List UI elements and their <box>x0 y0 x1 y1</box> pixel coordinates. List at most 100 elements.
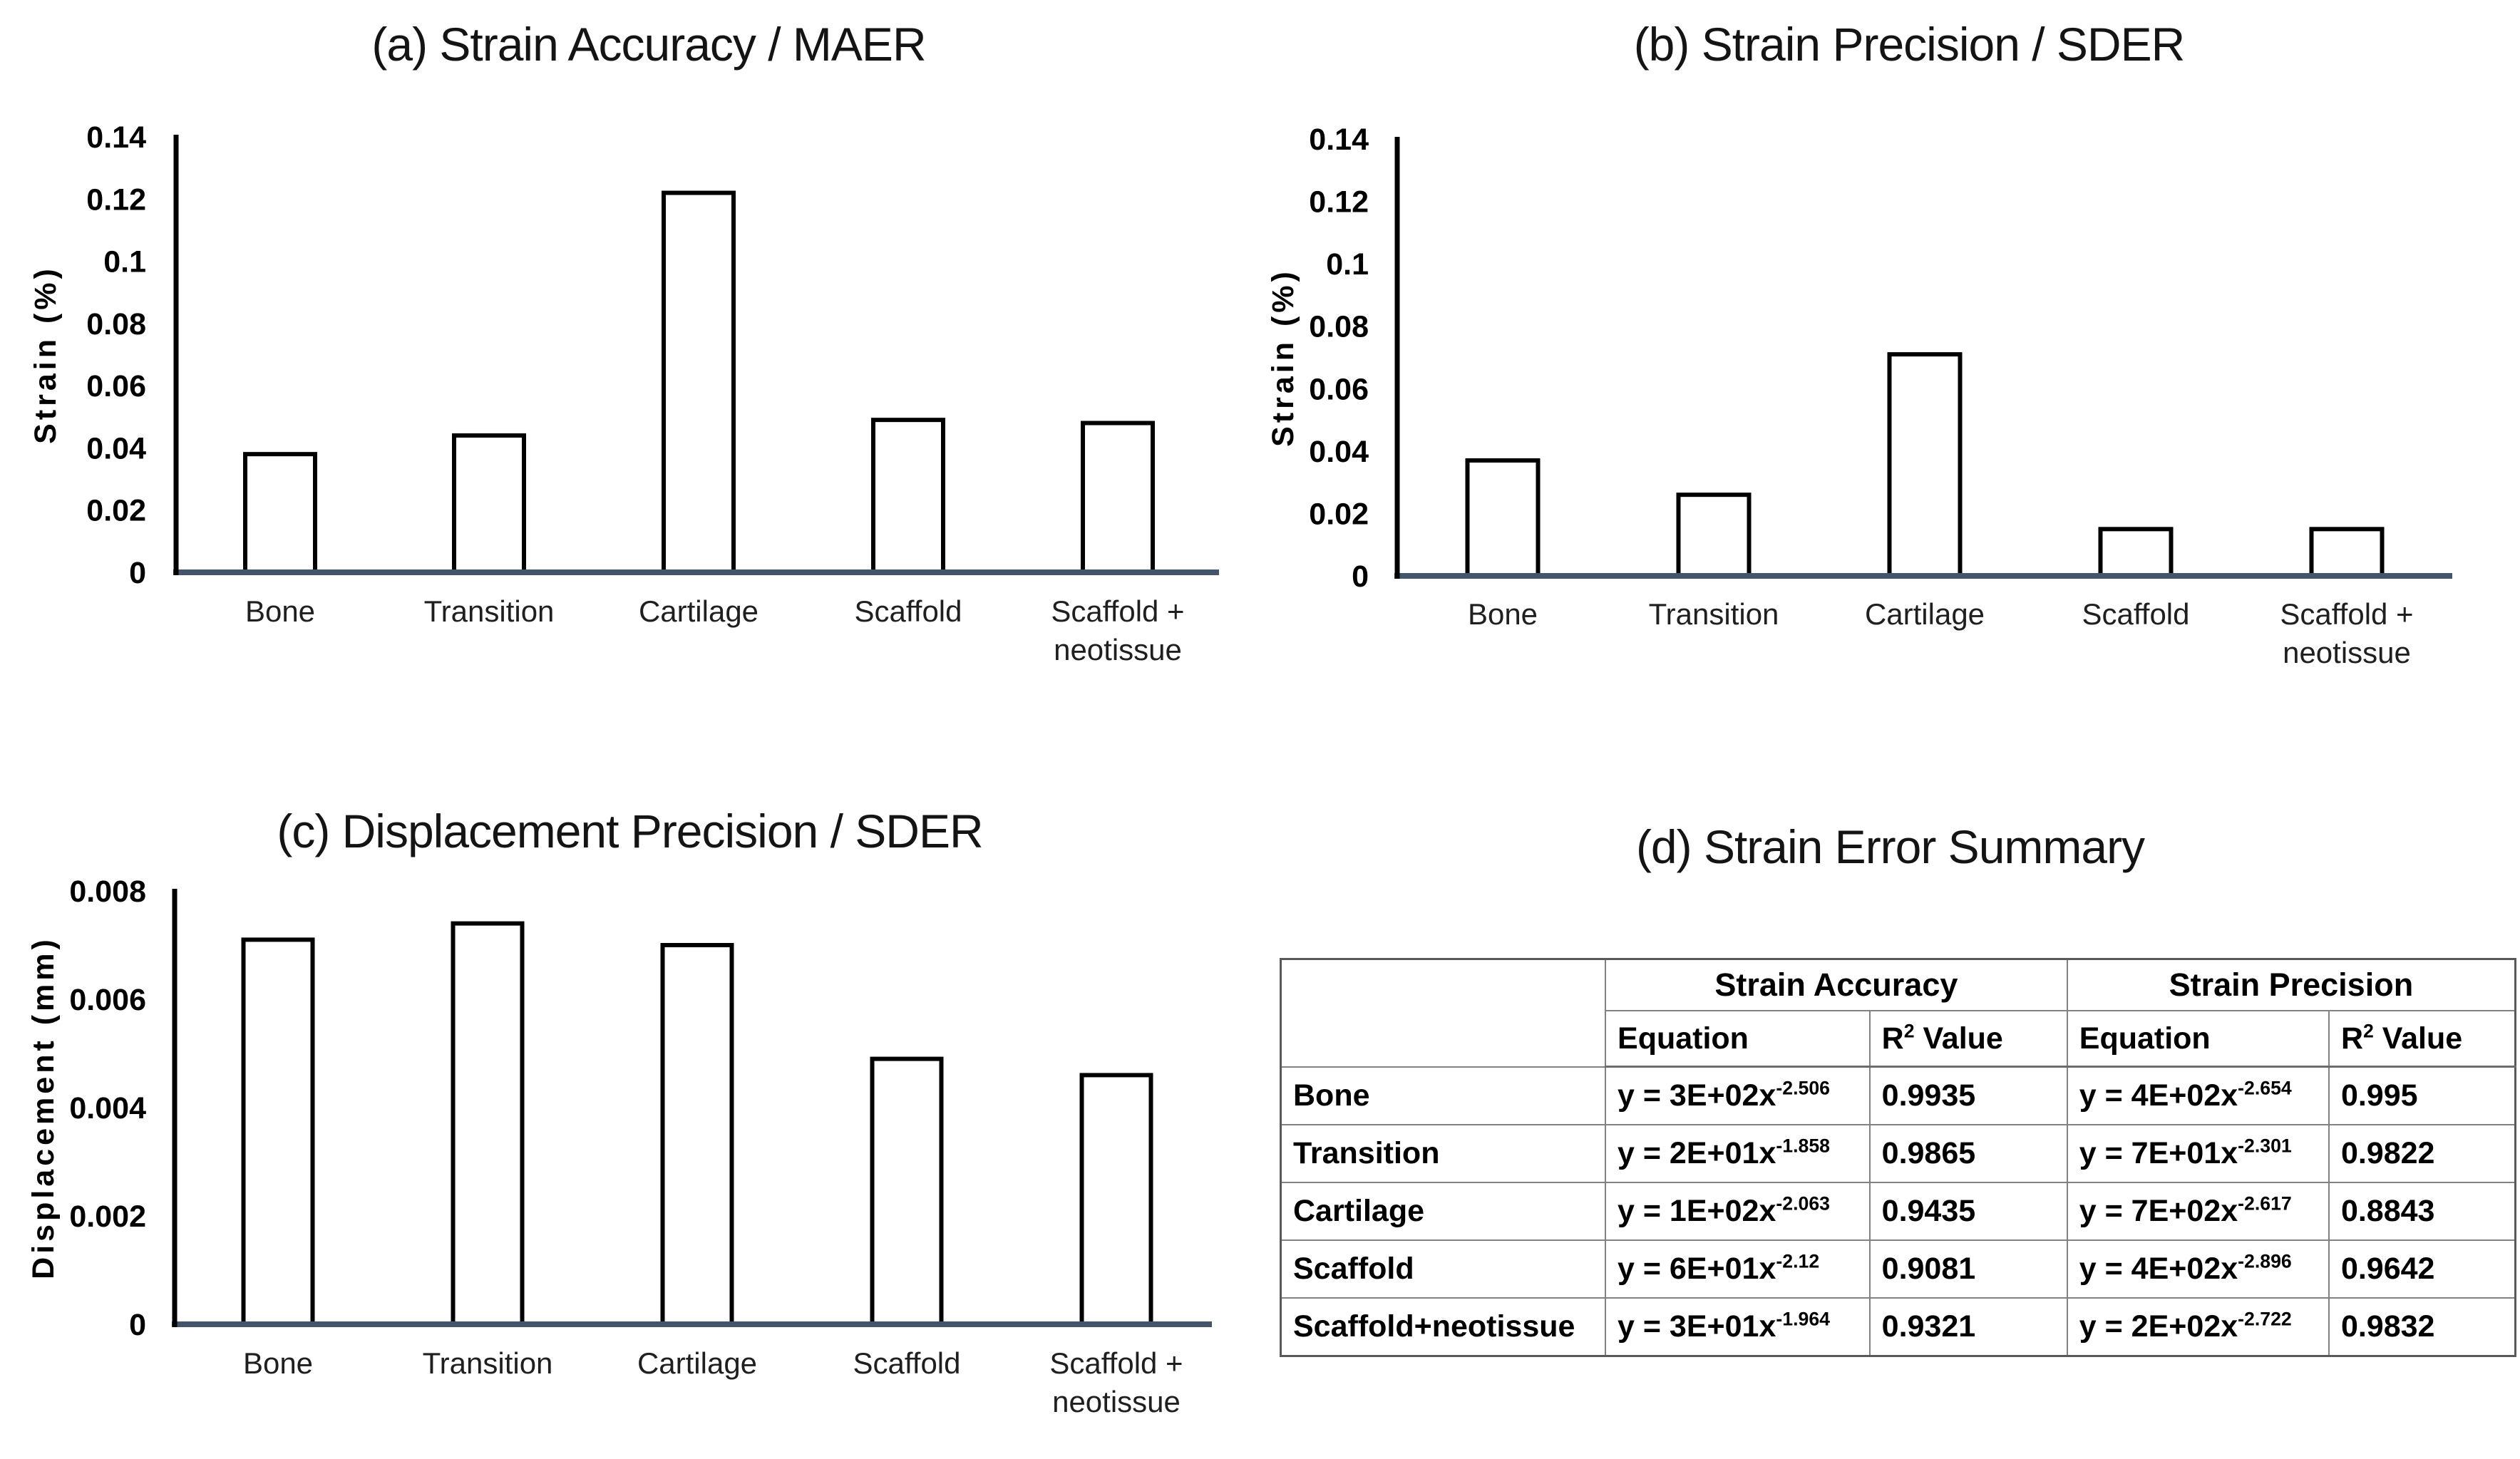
y-axis-title: Strain (%) <box>1266 268 1300 447</box>
equation-cell: y = 7E+01x-2.301 <box>2066 1124 2330 1183</box>
table-row: Transition y = 2E+01x-1.858 0.9865 y = 7E+0… <box>1280 1124 2516 1183</box>
equation-cell: y = 2E+01x-1.858 <box>1605 1124 1871 1183</box>
bar-scaffold <box>870 1056 944 1326</box>
bar-transition <box>1676 493 1752 579</box>
x-category-label: Transition <box>423 1346 553 1380</box>
y-tick-label: 0.08 <box>86 307 146 341</box>
x-category-label: Bone <box>243 1346 313 1380</box>
table-row-label: Cartilage <box>1280 1182 1607 1241</box>
bar-cartilage <box>662 190 736 574</box>
y-tick-label: 0.1 <box>103 245 146 279</box>
equation-cell: y = 2E+02x-2.722 <box>2066 1297 2330 1357</box>
table-header: Strain Accuracy Strain Precision Equation R… <box>1280 958 2516 1068</box>
y-tick-label: 0.02 <box>1309 497 1369 531</box>
table-row-label: Scaffold <box>1280 1239 1607 1299</box>
r2-value-cell: 0.9822 <box>2328 1124 2516 1183</box>
r2-value-cell: 0.8843 <box>2328 1182 2516 1241</box>
r2-value-cell: 0.9321 <box>1868 1297 2068 1357</box>
y-tick-label: 0.006 <box>69 983 146 1017</box>
table-sub-header-r-value: R2 Value <box>1868 1010 2068 1068</box>
x-category-label: Cartilage <box>639 594 758 628</box>
x-category-label: Transition <box>424 594 555 628</box>
y-tick-label: 0 <box>129 1308 146 1342</box>
chart-canvas-a: 0 0.02 0.04 0.06 0.08 0.1 0.12 0.14 Bone Transiti… <box>29 120 1219 666</box>
x-category-label: Bone <box>245 594 315 628</box>
bar-cartilage <box>660 943 734 1326</box>
bar-cartilage <box>1887 352 1963 578</box>
bar-bone <box>241 937 315 1326</box>
equation-cell: y = 7E+02x-2.617 <box>2066 1182 2330 1241</box>
x-category-label: Scaffold <box>853 1346 961 1380</box>
table-group-header-strain-precision: Strain Precision <box>2066 958 2516 1011</box>
y-tick-label: 0.06 <box>86 369 146 403</box>
table-row: Scaffold y = 6E+01x-2.12 0.9081 y = 4E+02x-… <box>1280 1239 2516 1299</box>
bar-scaffold <box>2098 527 2174 578</box>
bar-bone <box>1465 458 1541 578</box>
x-category-label: Scaffold <box>2082 597 2190 631</box>
bar-scaffold-neotissue <box>1079 1073 1153 1326</box>
x-category-label: Scaffold + <box>1051 594 1184 628</box>
x-category-label: Scaffold + <box>1049 1346 1183 1380</box>
table-row-label: Scaffold+neotissue <box>1280 1297 1607 1357</box>
y-tick-label: 0.002 <box>69 1200 146 1234</box>
bar-scaffold-neotissue <box>1081 421 1155 574</box>
equation-cell: y = 6E+01x-2.12 <box>1605 1239 1871 1299</box>
y-tick-label: 0.06 <box>1309 372 1369 406</box>
chart-canvas-c: 0 0.002 0.004 0.006 0.008 Bone Transition Carti… <box>26 875 1212 1418</box>
table-row: Bone y = 3E+02x-2.506 0.9935 y = 4E+02x-2.6… <box>1280 1066 2516 1125</box>
x-category-label: Bone <box>1468 597 1538 631</box>
strain-error-summary-table: Strain Accuracy Strain Precision Equation R… <box>1280 958 2516 1357</box>
y-tick-label: 0.02 <box>86 494 146 528</box>
panel-c-title: (c) Displacement Precision / SDER <box>277 805 983 857</box>
y-tick-label: 0.004 <box>69 1091 146 1125</box>
y-tick-label: 0.008 <box>69 875 146 909</box>
equation-cell: y = 4E+02x-2.896 <box>2066 1239 2330 1299</box>
y-tick-label: 0.1 <box>1326 247 1369 282</box>
r2-value-cell: 0.9081 <box>1868 1239 2068 1299</box>
table-row: Scaffold+neotissue y = 3E+01x-1.964 0.9321… <box>1280 1297 2516 1357</box>
table-row: Cartilage y = 1E+02x-2.063 0.9435 y = 7E+02… <box>1280 1182 2516 1241</box>
panel-strain-error-summary: (d) Strain Error Summary Strain Accuracy… <box>1260 730 2520 1459</box>
x-category-label: Cartilage <box>1865 597 1985 631</box>
y-tick-label: 0.08 <box>1309 310 1369 344</box>
x-category-label: Cartilage <box>637 1346 757 1380</box>
bar-scaffold <box>871 418 945 575</box>
table-group-header-strain-accuracy: Strain Accuracy <box>1605 958 2068 1011</box>
equation-cell: y = 4E+02x-2.654 <box>2066 1066 2330 1125</box>
panel-b-title: (b) Strain Precision / SDER <box>1633 18 2186 71</box>
panel-strain-accuracy: (a) Strain Accuracy / MAER 0 0.02 0.04 0.06… <box>0 0 1260 729</box>
x-category-label: neotissue <box>2283 636 2411 669</box>
table-corner-cell <box>1280 958 1607 1068</box>
table-row-label: Bone <box>1280 1066 1607 1125</box>
y-axis-title: Strain (%) <box>29 265 63 444</box>
bar-transition <box>451 921 525 1327</box>
equation-cell: y = 3E+02x-2.506 <box>1605 1066 1871 1125</box>
bar-transition <box>452 433 526 574</box>
r2-value-cell: 0.9832 <box>2328 1297 2516 1357</box>
r2-value-cell: 0.9435 <box>1868 1182 2068 1241</box>
x-category-label: Scaffold + <box>2280 597 2413 631</box>
y-tick-label: 0 <box>1352 560 1369 594</box>
y-tick-label: 0.14 <box>1309 123 1369 157</box>
x-category-label: Scaffold <box>855 594 962 628</box>
r2-value-cell: 0.9642 <box>2328 1239 2516 1299</box>
r2-value-cell: 0.9865 <box>1868 1124 2068 1183</box>
bar-scaffold-neotissue <box>2309 527 2385 578</box>
equation-cell: y = 3E+01x-1.964 <box>1605 1297 1871 1357</box>
panel-strain-precision: (b) Strain Precision / SDER 0 0.02 0.04 0.0… <box>1260 0 2520 729</box>
panel-a-title: (a) Strain Accuracy / MAER <box>371 18 926 71</box>
table-sub-header-equation: Equation <box>2066 1010 2330 1068</box>
chart-canvas-b: 0 0.02 0.04 0.06 0.08 0.1 0.12 0.14 Bone Transiti… <box>1266 123 2452 669</box>
table-sub-header-equation: Equation <box>1605 1010 1871 1068</box>
x-category-label: neotissue <box>1054 633 1182 666</box>
r2-value-cell: 0.995 <box>2328 1066 2516 1125</box>
x-category-label: Transition <box>1649 597 1779 631</box>
bar-bone <box>243 452 317 575</box>
x-category-label: neotissue <box>1052 1385 1181 1418</box>
y-tick-label: 0 <box>129 556 146 590</box>
panel-d-title: (d) Strain Error Summary <box>1635 820 2145 873</box>
equation-cell: y = 1E+02x-2.063 <box>1605 1182 1871 1241</box>
table-row-label: Transition <box>1280 1124 1607 1183</box>
y-axis-title: Displacement (mm) <box>26 936 61 1279</box>
